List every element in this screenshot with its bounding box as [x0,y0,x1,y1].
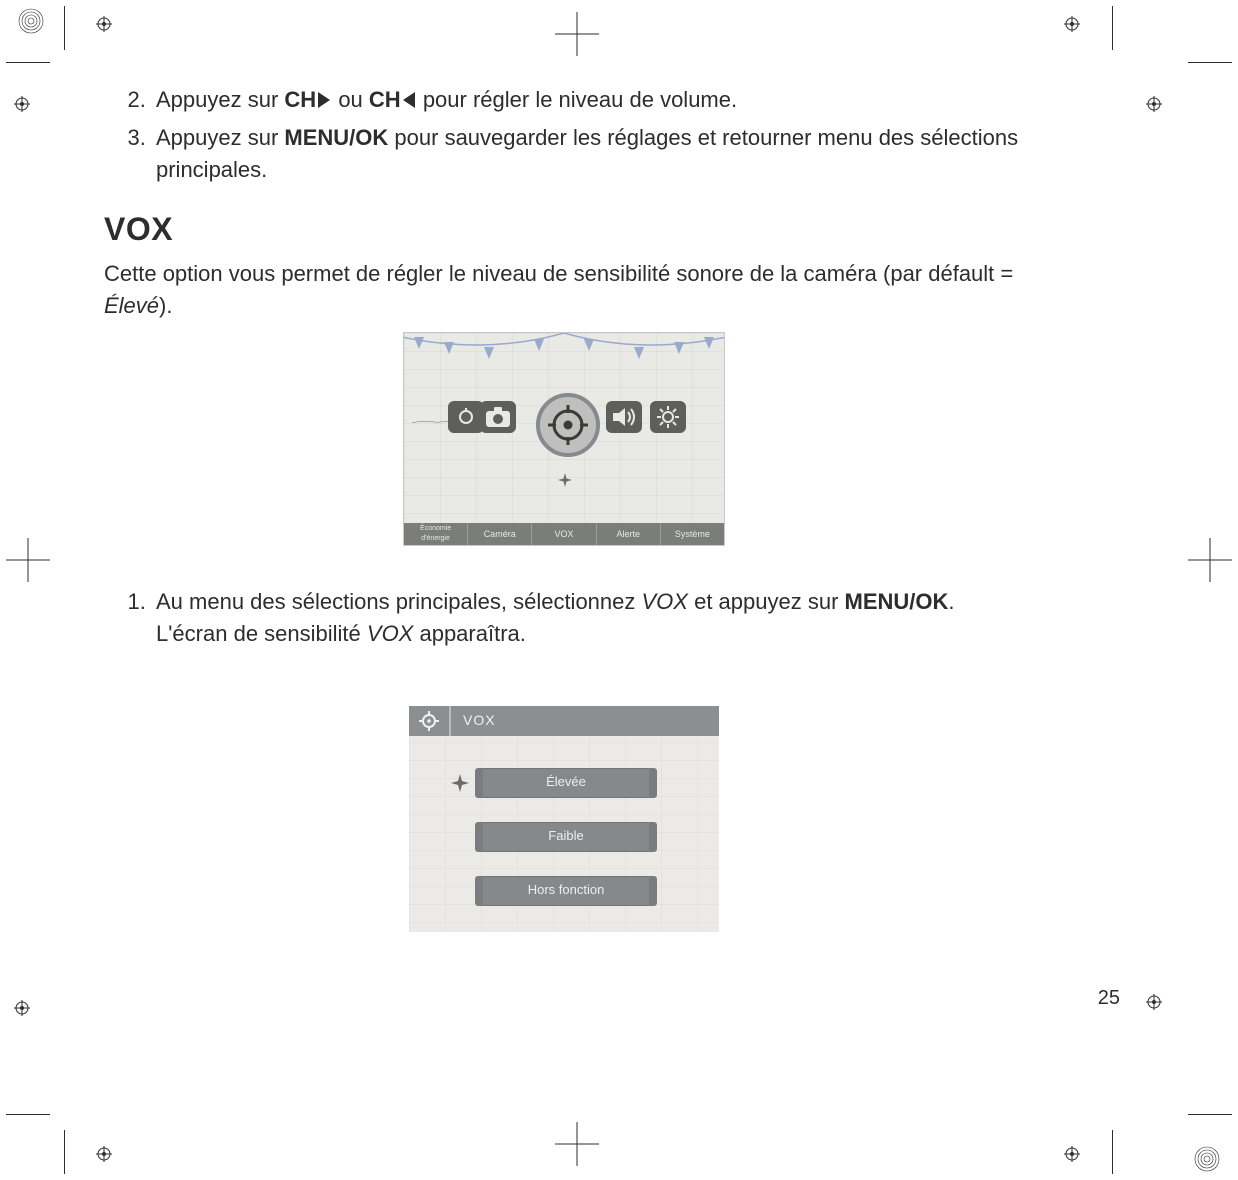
step-1b-em1: VOX [642,589,688,614]
corner-line [64,1130,65,1174]
step-1b-pre: Au menu des sélections principales, séle… [156,589,642,614]
crop-mark-left [6,538,50,582]
menu-tab-bar: Économie d'énergie Caméra VOX Alerte Syst… [404,523,724,545]
intro-em: Élevé [104,293,159,318]
menu-ok-label-1: MENU/OK [284,125,388,150]
step-1-lower: Au menu des sélections principales, séle… [152,586,1024,650]
icon-row [404,391,724,477]
intro-pre: Cette option vous permet de régler le ni… [104,261,1013,286]
vox-header-label: VOX [463,710,496,730]
gear-system-icon [650,401,686,433]
vox-panel-header: VOX [409,706,719,736]
corner-line [1112,1130,1113,1174]
crop-mark-right [1188,538,1232,582]
tab-eco-l2: d'énergie [421,535,450,542]
vox-option-off: Hors fonction [481,876,651,906]
tab-eco: Économie d'énergie [404,523,467,545]
triangle-left-icon [403,92,415,108]
speaker-alert-icon [606,401,642,433]
camera-icon [480,401,516,433]
registration-mark-icon [14,1000,30,1016]
step-2: Appuyez sur CH ou CH pour régler le nive… [152,84,1024,116]
step-1b-em2: VOX [367,621,413,646]
vox-option-low: Faible [481,822,651,852]
tab-eco-l1: Économie [420,525,451,532]
page-number: 25 [1098,984,1120,1013]
numbered-steps-upper: Appuyez sur CH ou CH pour régler le nive… [104,84,1024,186]
tab-vox: VOX [531,523,595,545]
rosette-icon [1194,1146,1220,1172]
ch-label-left: CH [369,87,401,112]
registration-mark-icon [14,96,30,112]
vox-options-screenshot: VOX Élevée Faible Hors fonction [409,706,719,932]
registration-mark-icon [1146,96,1162,112]
content-area: Appuyez sur CH ou CH pour régler le nive… [104,84,1024,932]
crosshair-small-icon [419,711,439,731]
corner-line [1188,62,1232,63]
crop-mark-bottom [555,1122,599,1166]
registration-mark-icon [96,1146,112,1162]
tab-alerte: Alerte [596,523,660,545]
corner-line [1112,6,1113,50]
triangle-right-icon [318,92,330,108]
tab-camera: Caméra [467,523,531,545]
intro-paragraph: Cette option vous permet de régler le ni… [104,258,1024,322]
vox-header-icon [409,706,451,736]
step-2-text-mid: ou [338,87,369,112]
crop-mark-top [555,12,599,56]
corner-line [64,6,65,50]
corner-line [1188,1114,1232,1115]
step-1b-mid1: et appuyez sur [688,589,845,614]
main-menu-screenshot: Économie d'énergie Caméra VOX Alerte Syst… [403,332,725,546]
menu-ok-label-2: MENU/OK [845,589,949,614]
step-3: Appuyez sur MENU/OK pour sauvegarder les… [152,122,1024,186]
registration-mark-icon [1146,994,1162,1010]
step-3-text-pre: Appuyez sur [156,125,284,150]
registration-mark-icon [1064,1146,1080,1162]
eco-icon [448,401,484,433]
tab-systeme: Système [660,523,724,545]
vox-option-high: Élevée [481,768,651,798]
corner-line [6,62,50,63]
step-2-text-pre: Appuyez sur [156,87,284,112]
bunting-decoration [403,332,725,367]
step-2-text-post: pour régler le niveau de volume. [423,87,737,112]
registration-mark-icon [96,16,112,32]
sparkle-icon [558,473,572,487]
intro-post: ). [159,293,172,318]
selection-sparkle-icon [451,774,469,792]
ch-label-right: CH [284,87,316,112]
step-1b-post: apparaîtra. [413,621,526,646]
vox-target-icon [536,393,600,457]
section-title-vox: VOX [104,206,1024,252]
numbered-steps-lower: Au menu des sélections principales, séle… [104,586,1024,650]
page: Appuyez sur CH ou CH pour régler le nive… [0,0,1238,1180]
crosshair-icon [546,403,590,447]
registration-mark-icon [1064,16,1080,32]
rosette-icon [18,8,44,34]
corner-line [6,1114,50,1115]
